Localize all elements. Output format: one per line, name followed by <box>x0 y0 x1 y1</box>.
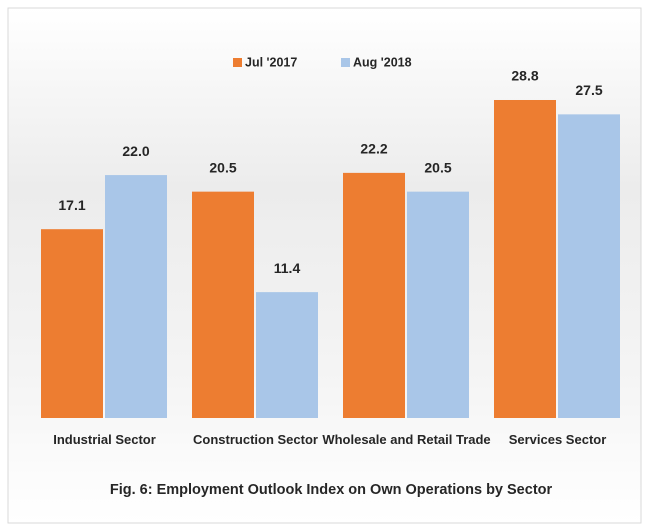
legend-label: Jul '2017 <box>245 55 297 69</box>
chart-title: Fig. 6: Employment Outlook Index on Own … <box>110 482 553 498</box>
x-tick-label-box: Services Sector <box>508 432 607 447</box>
data-label: 22.2 <box>360 141 387 157</box>
data-label: 20.5 <box>424 159 451 175</box>
x-tick-label-box: Construction Sector <box>193 432 318 447</box>
data-label: 28.8 <box>511 68 538 84</box>
data-label: 20.5 <box>209 159 236 175</box>
bar <box>343 172 405 418</box>
bar <box>192 191 254 418</box>
data-label: 22.0 <box>122 143 149 159</box>
legend-swatch <box>233 58 242 67</box>
bar <box>494 100 556 418</box>
bar <box>558 114 620 419</box>
x-tick-label-box: Industrial Sector <box>53 432 156 447</box>
data-label: 17.1 <box>58 197 85 213</box>
data-label: 27.5 <box>575 82 602 98</box>
x-tick-label: Construction Sector <box>193 432 318 447</box>
x-tick-label-box: Wholesale and Retail Trade <box>322 432 491 447</box>
bar <box>256 292 318 418</box>
legend-swatch <box>341 58 350 67</box>
x-tick-label: Services Sector <box>508 432 607 447</box>
data-label: 11.4 <box>274 260 301 276</box>
bar <box>407 191 469 418</box>
x-tick-label: Industrial Sector <box>53 432 156 447</box>
bar <box>105 175 167 418</box>
legend-label: Aug '2018 <box>353 55 412 69</box>
x-tick-label: Wholesale and Retail Trade <box>322 432 491 447</box>
bar <box>41 229 103 418</box>
